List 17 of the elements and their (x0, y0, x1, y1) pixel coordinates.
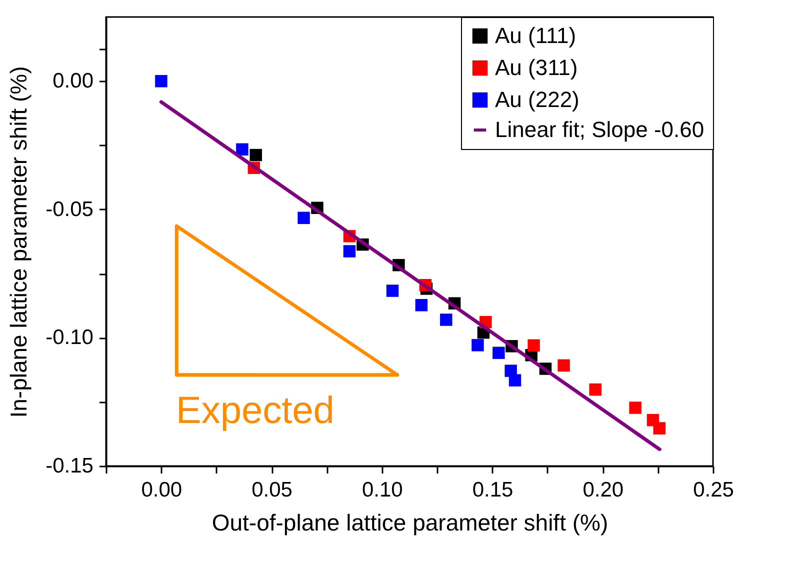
legend-label: Linear fit; Slope -0.60 (495, 117, 704, 142)
y-tick-label: 0.00 (52, 70, 94, 93)
y-tick-label: -0.10 (46, 326, 94, 350)
legend-label: Au (222) (495, 87, 580, 112)
annotation: Expected (176, 390, 334, 432)
x-tick-label: 0.05 (252, 478, 292, 502)
y-tick-label: -0.15 (46, 454, 94, 478)
y-tick-label: -0.05 (46, 198, 94, 221)
x-axis-title: Out-of-plane lattice parameter shift (%) (212, 510, 608, 536)
x-tick-label: 0.10 (362, 478, 403, 502)
x-tick-label: 0.15 (472, 478, 514, 502)
legend-label: Au (311) (495, 55, 578, 80)
x-tick-label: 0.20 (582, 478, 624, 502)
y-axis-title: In-plane lattice parameter shift (%) (6, 66, 32, 418)
legend-label: Au (111) (495, 23, 576, 48)
x-tick-label: 0.00 (141, 478, 182, 502)
x-tick-label: 0.25 (693, 478, 734, 502)
